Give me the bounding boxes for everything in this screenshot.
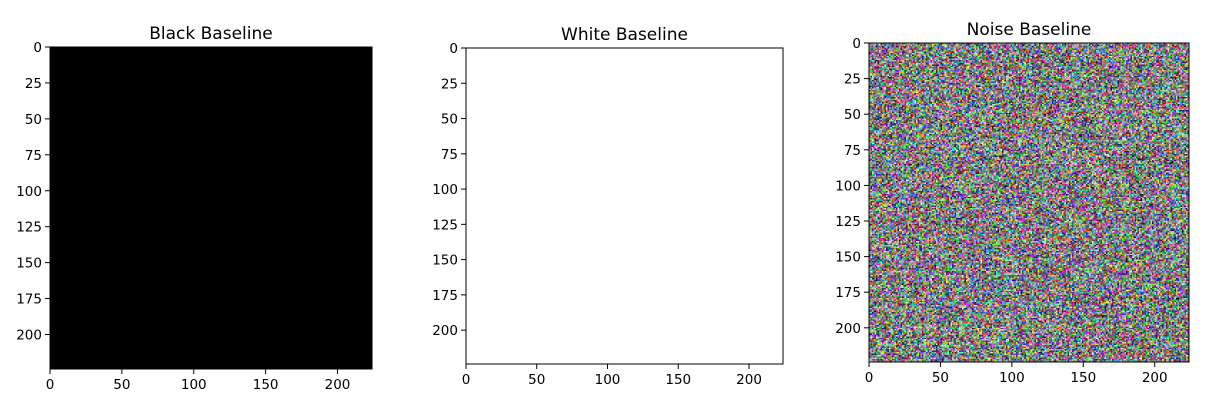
x-tick-label: 50 bbox=[113, 377, 130, 393]
y-tick-label: 25 bbox=[844, 72, 861, 88]
panel-1: Black Baseline 0 50 100 150 200 0 25 50 75 100 125 1… bbox=[16, 24, 373, 393]
x-tick-label: 150 bbox=[253, 377, 279, 393]
y-tick-label: 150 bbox=[432, 253, 458, 269]
panel-title: Black Baseline bbox=[149, 24, 272, 44]
x-tick-label: 0 bbox=[462, 372, 471, 388]
y-tick-label: 200 bbox=[835, 321, 861, 337]
y-tick-label: 100 bbox=[432, 182, 458, 198]
x-tick-label: 50 bbox=[932, 370, 949, 386]
noise-image bbox=[869, 43, 1189, 362]
y-tick-label: 50 bbox=[25, 112, 42, 128]
y-tick-label: 175 bbox=[16, 292, 42, 308]
x-tick-label: 200 bbox=[1142, 370, 1168, 386]
y-tick-label: 150 bbox=[16, 256, 42, 272]
x-tick-label: 0 bbox=[865, 370, 874, 386]
x-tick-label: 50 bbox=[528, 372, 545, 388]
axes-frame bbox=[465, 47, 784, 365]
y-tick-label: 50 bbox=[844, 107, 861, 123]
x-tick-label: 100 bbox=[181, 377, 207, 393]
y-tick-label: 125 bbox=[835, 214, 861, 230]
x-tick-label: 200 bbox=[736, 372, 762, 388]
panel-title: Noise Baseline bbox=[967, 20, 1092, 40]
y-tick-label: 125 bbox=[432, 217, 458, 233]
x-tick-label: 150 bbox=[1070, 370, 1096, 386]
x-tick-label: 200 bbox=[325, 377, 351, 393]
x-tick-label: 100 bbox=[595, 372, 621, 388]
y-tick-label: 200 bbox=[16, 328, 42, 344]
y-tick-label: 75 bbox=[441, 147, 458, 163]
y-tick-label: 25 bbox=[25, 76, 42, 92]
y-tick-label: 0 bbox=[449, 41, 458, 57]
y-tick-label: 75 bbox=[25, 148, 42, 164]
y-tick-label: 100 bbox=[16, 184, 42, 200]
y-tick-label: 125 bbox=[16, 220, 42, 236]
image-fill bbox=[50, 47, 372, 369]
x-tick-label: 0 bbox=[46, 377, 55, 393]
y-tick-label: 100 bbox=[835, 178, 861, 194]
y-tick-label: 75 bbox=[844, 143, 861, 159]
y-tick-label: 25 bbox=[441, 76, 458, 92]
x-tick-label: 100 bbox=[999, 370, 1025, 386]
image-fill bbox=[466, 48, 783, 364]
axes-frame bbox=[49, 46, 373, 370]
y-tick-label: 0 bbox=[852, 36, 861, 52]
y-tick-label: 150 bbox=[835, 250, 861, 266]
panel-title: White Baseline bbox=[561, 25, 688, 45]
axes-frame bbox=[868, 42, 1190, 363]
y-tick-label: 50 bbox=[441, 112, 458, 128]
y-tick-label: 0 bbox=[33, 40, 42, 56]
y-tick-label: 200 bbox=[432, 323, 458, 339]
x-tick-label: 150 bbox=[665, 372, 691, 388]
panel-3: Noise Baseline 0 50 100 150 200 0 25 50 75 100 125 1… bbox=[835, 20, 1190, 386]
panel-2: White Baseline 0 50 100 150 200 0 25 50 75 100 125 1… bbox=[432, 25, 784, 388]
y-tick-label: 175 bbox=[835, 285, 861, 301]
y-tick-label: 175 bbox=[432, 288, 458, 304]
